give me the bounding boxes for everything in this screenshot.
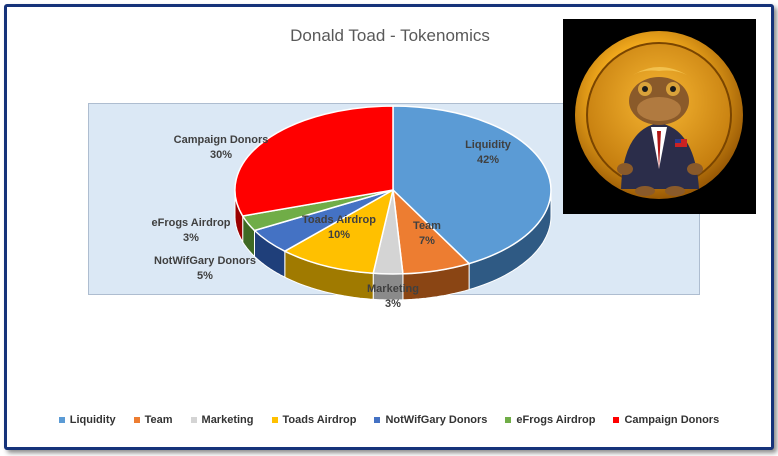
toad-coin-logo (575, 31, 743, 199)
legend-label: Team (144, 414, 173, 426)
legend-item-liquidity: Liquidity (58, 414, 116, 426)
legend-item-efrogs-airdrop: eFrogs Airdrop (505, 414, 595, 426)
chart-title: Donald Toad - Tokenomics (290, 26, 490, 45)
data-label-value: 30% (209, 149, 233, 161)
legend-label: Campaign Donors (624, 414, 720, 426)
data-label-name: Toads Airdrop (302, 214, 376, 226)
legend-swatch (133, 417, 140, 423)
data-label-campaign-donors: Campaign Donors 30% (174, 133, 269, 163)
pie-slice-liquidity (392, 105, 552, 265)
data-label-value: 3% (183, 232, 199, 244)
legend-label: Liquidity (69, 414, 116, 426)
data-label-value: 7% (419, 235, 435, 247)
legend-item-notwifgary-donors: NotWifGary Donors (374, 414, 487, 426)
chart-legend: Liquidity Team Marketing Toads Airdrop NotWi… (0, 414, 778, 426)
data-label-efrogs-airdrop: eFrogs Airdrop 3% (151, 216, 230, 246)
legend-swatch (505, 417, 512, 423)
pie-slice-toads-airdrop (283, 188, 395, 275)
data-label-value: 10% (327, 229, 351, 241)
data-label-marketing: Marketing 3% (367, 282, 419, 312)
data-label-value: 3% (385, 298, 401, 310)
legend-swatch (613, 417, 620, 423)
toad-logo-image (563, 19, 756, 214)
data-label-name: Marketing (367, 283, 419, 295)
legend-item-campaign-donors: Campaign Donors (613, 414, 719, 426)
data-label-team: Team 7% (413, 219, 441, 249)
data-label-liquidity: Liquidity 42% (465, 138, 511, 168)
legend-swatch (190, 417, 197, 423)
data-label-value: 5% (197, 270, 213, 282)
legend-label: NotWifGary Donors (385, 414, 488, 426)
data-label-name: Team (413, 220, 441, 232)
data-label-name: NotWifGary Donors (154, 255, 256, 267)
data-label-notwifgary-donors: NotWifGary Donors 5% (154, 254, 256, 284)
data-label-name: Liquidity (465, 139, 511, 151)
legend-label: Marketing (201, 414, 254, 426)
data-label-name: eFrogs Airdrop (151, 217, 231, 229)
legend-item-toads-airdrop: Toads Airdrop (271, 414, 357, 426)
legend-swatch (374, 417, 381, 423)
data-label-name: Campaign Donors (173, 134, 269, 146)
legend-item-team: Team (133, 414, 173, 426)
legend-label: eFrogs Airdrop (516, 414, 596, 426)
legend-item-marketing: Marketing (190, 414, 254, 426)
data-label-toads-airdrop: Toads Airdrop 10% (302, 213, 376, 243)
legend-swatch (58, 417, 65, 423)
data-label-value: 42% (476, 154, 500, 166)
pie-slice-campaign-donors (234, 105, 394, 217)
legend-swatch (271, 417, 278, 423)
legend-label: Toads Airdrop (282, 414, 357, 426)
